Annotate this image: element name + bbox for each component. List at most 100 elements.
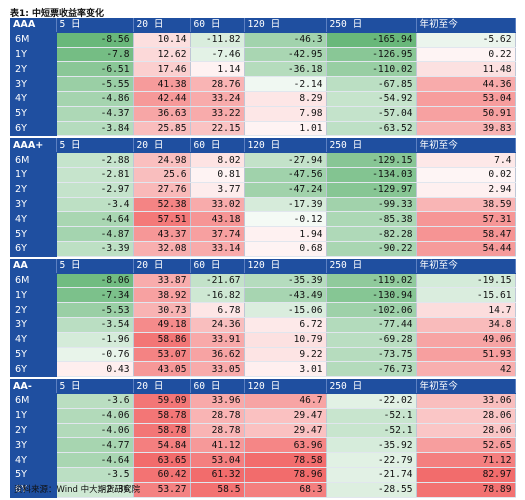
group-name: AAA+ <box>10 138 57 154</box>
tenor-label: 5Y <box>10 467 57 483</box>
value-cell: -2.97 <box>56 182 134 198</box>
value-cell: 53.04 <box>416 91 516 107</box>
tenor-label: 2Y <box>10 61 57 78</box>
value-cell: 49.18 <box>133 317 191 333</box>
value-cell: 25.85 <box>133 121 191 137</box>
table-row: 4Y -4.86 42.44 33.24 8.29 -54.92 53.04 <box>10 91 516 107</box>
value-cell: 33.06 <box>416 393 516 409</box>
table-row: 4Y -4.64 57.51 43.18 -0.12 -85.38 57.31 <box>10 211 516 228</box>
value-cell: -7.8 <box>56 47 134 63</box>
value-cell: -8.06 <box>56 273 134 289</box>
table-row: 6M -2.88 24.98 8.02 -27.94 -129.15 7.4 <box>10 152 516 168</box>
value-cell: 0.68 <box>244 241 327 257</box>
value-cell: 44.36 <box>416 76 516 92</box>
column-header: 20 日 <box>133 258 191 274</box>
group-header-row: AAA+ 5 日 20 日 60 日 120 日 250 日年初至今 <box>10 138 516 154</box>
group-header-row: AA 5 日 20 日 60 日 120 日 250 日年初至今 <box>10 258 516 274</box>
value-cell: 68.3 <box>244 482 327 498</box>
group-separator <box>10 376 515 380</box>
table-row: 6M -8.06 33.87 -21.67 -35.39 -119.02 -19.15 <box>10 273 516 289</box>
value-cell: 33.14 <box>190 241 245 257</box>
table-row: 6M -3.6 59.09 33.96 46.7 -22.02 33.06 <box>10 393 516 409</box>
value-cell: 10.14 <box>133 32 191 48</box>
value-cell: 53.27 <box>133 482 191 498</box>
value-cell: 1.01 <box>244 121 327 137</box>
value-cell: 43.18 <box>190 211 245 228</box>
table-row: 6M -8.56 10.14 -11.82 -46.3 -165.94 -5.62 <box>10 32 516 48</box>
tenor-label: 3Y <box>10 76 57 92</box>
value-cell: 52.38 <box>133 197 191 213</box>
value-cell: -76.73 <box>326 361 417 378</box>
table-row: 3Y -3.4 52.38 33.02 -17.39 -99.33 38.59 <box>10 197 516 213</box>
table-row: 5Y -3.5 60.42 61.32 78.96 -21.74 82.97 <box>10 467 516 483</box>
value-cell: -85.38 <box>326 211 417 228</box>
value-cell: -3.4 <box>56 197 134 213</box>
column-header: 5 日 <box>56 138 134 154</box>
value-cell: 25.6 <box>133 167 191 183</box>
column-header: 60 日 <box>190 379 245 394</box>
column-header: 60 日 <box>190 258 245 274</box>
value-cell: 52.65 <box>416 437 516 454</box>
value-cell: -1.96 <box>56 332 134 348</box>
value-cell: -130.94 <box>326 287 417 304</box>
value-cell: -4.06 <box>56 423 134 439</box>
value-cell: -0.76 <box>56 347 134 363</box>
value-cell: -22.02 <box>326 393 417 409</box>
tenor-label: 1Y <box>10 287 57 304</box>
value-cell: -129.15 <box>326 152 417 168</box>
value-cell: -2.81 <box>56 167 134 183</box>
value-cell: 28.78 <box>190 423 245 439</box>
table-row: 4Y -4.64 63.65 53.04 78.58 -22.79 71.12 <box>10 452 516 468</box>
table-row: 2Y -6.51 17.46 1.14 -36.18 -110.02 11.48 <box>10 61 516 78</box>
value-cell: 61.32 <box>190 467 245 483</box>
value-cell: -3.39 <box>56 241 134 257</box>
group-name: AA <box>10 258 57 274</box>
table-row: 2Y -4.06 58.78 28.78 29.47 -52.1 28.06 <box>10 423 516 439</box>
value-cell: 46.7 <box>244 393 327 409</box>
value-cell: -69.28 <box>326 332 417 348</box>
value-cell: 10.79 <box>244 332 327 348</box>
value-cell: -47.56 <box>244 167 327 183</box>
value-cell: -4.64 <box>56 452 134 468</box>
value-cell: -35.92 <box>326 437 417 454</box>
value-cell: -82.28 <box>326 226 417 242</box>
value-cell: 63.96 <box>244 437 327 454</box>
table-row: 6Y -3.84 25.85 22.15 1.01 -63.52 39.83 <box>10 121 516 137</box>
table-row: 2Y -5.53 30.73 6.78 -15.06 -102.06 14.7 <box>10 302 516 318</box>
value-cell: -134.03 <box>326 167 417 183</box>
column-header: 60 日 <box>190 138 245 154</box>
table-row: 5Y -0.76 53.07 36.62 9.22 -73.75 51.93 <box>10 347 516 363</box>
value-cell: -90.22 <box>326 241 417 257</box>
tenor-label: 1Y <box>10 47 57 63</box>
tenor-label: 5Y <box>10 347 57 363</box>
value-cell: 57.51 <box>133 211 191 228</box>
value-cell: -119.02 <box>326 273 417 289</box>
group-name: AAA <box>10 18 57 33</box>
column-header: 20 日 <box>133 379 191 394</box>
value-cell: -5.53 <box>56 302 134 318</box>
tenor-label: 1Y <box>10 408 57 424</box>
value-cell: 60.42 <box>133 467 191 483</box>
value-cell: 42 <box>416 361 516 378</box>
value-cell: 8.02 <box>190 152 245 168</box>
value-cell: -110.02 <box>326 61 417 78</box>
value-cell: -36.18 <box>244 61 327 78</box>
value-cell: 38.92 <box>133 287 191 304</box>
value-cell: 36.63 <box>133 106 191 122</box>
value-cell: -3.5 <box>56 467 134 483</box>
value-cell: 50.91 <box>416 106 516 122</box>
value-cell: -126.95 <box>326 47 417 63</box>
tenor-label: 2Y <box>10 182 57 198</box>
value-cell: 27.76 <box>133 182 191 198</box>
tenor-label: 4Y <box>10 211 57 228</box>
column-header: 5 日 <box>56 258 134 274</box>
value-cell: 29.47 <box>244 408 327 424</box>
table-row: 6Y 0.43 43.05 33.05 3.01 -76.73 42 <box>10 361 516 378</box>
value-cell: 78.96 <box>244 467 327 483</box>
value-cell: -7.34 <box>56 287 134 304</box>
column-header: 年初至今 <box>416 138 516 154</box>
value-cell: -19.15 <box>416 273 516 289</box>
value-cell: -5.55 <box>56 76 134 92</box>
value-cell: 59.09 <box>133 393 191 409</box>
value-cell: 0.02 <box>416 167 516 183</box>
